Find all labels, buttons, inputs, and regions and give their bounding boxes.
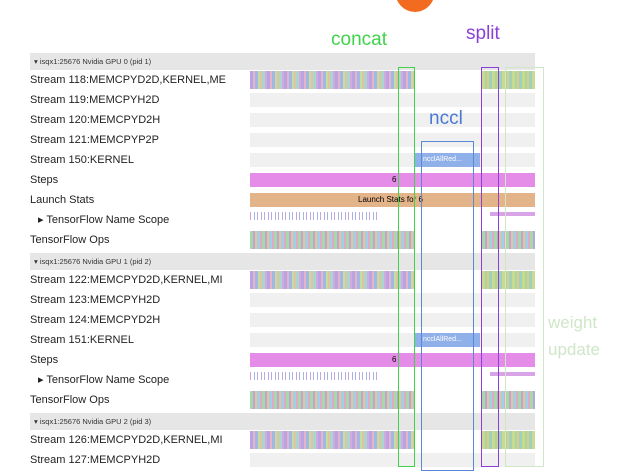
label-text: TensorFlow Ops: [30, 394, 110, 406]
activity: [482, 71, 535, 89]
weight-update-box: [505, 67, 544, 467]
activity: [482, 431, 535, 449]
ops-bar: [482, 231, 535, 249]
nccl-bar: ncclAllRed...: [415, 153, 480, 167]
row-label: Stream 124:MEMCPYD2H: [30, 310, 248, 330]
label-text: Stream 124:MEMCPYD2H: [30, 314, 161, 326]
scope-bar: [250, 372, 380, 380]
row-label: Stream 118:MEMCPYD2D,KERNEL,ME: [30, 70, 248, 90]
activity: [482, 271, 535, 289]
row-label: Stream 123:MEMCPYH2D: [30, 290, 248, 310]
expand-icon[interactable]: ▸: [38, 214, 47, 226]
row-label: Stream 127:MEMCPYH2D: [30, 450, 248, 470]
group-header[interactable]: ▾ isqx1:25676 Nvidia GPU 2 (pid 3): [30, 413, 535, 430]
concat-label: concat: [331, 29, 387, 50]
label-text: Steps: [30, 174, 59, 186]
ops-bar: [250, 391, 415, 409]
label-text: Stream 121:MEMCPYP2P: [30, 134, 159, 146]
row-label: TensorFlow Ops: [30, 230, 248, 250]
group-header[interactable]: ▾ isqx1:25676 Nvidia GPU 0 (pid 1): [30, 53, 535, 70]
row-label: Stream 120:MEMCPYD2H: [30, 110, 248, 130]
row-label: Stream 150:KERNEL: [30, 150, 248, 170]
scope-bar: [490, 212, 535, 216]
label-text: TensorFlow Name Scope: [46, 214, 170, 226]
label-text: Stream 122:MEMCPYD2D,KERNEL,MI: [30, 274, 223, 286]
activity: [250, 71, 415, 89]
scope-bar: [490, 372, 535, 376]
toggle-icon[interactable]: ▾: [34, 257, 40, 266]
row-label[interactable]: ▸ TensorFlow Name Scope: [38, 370, 256, 390]
row-label: Steps: [30, 350, 248, 370]
row-label: TensorFlow Ops: [30, 390, 248, 410]
concat-box: [398, 67, 415, 467]
nccl-box: [421, 141, 474, 471]
row-label: Launch Stats: [30, 190, 248, 210]
label-text: Stream 118:MEMCPYD2D,KERNEL,ME: [30, 74, 227, 86]
row-shade: [250, 133, 535, 147]
label-text: TensorFlow Name Scope: [46, 374, 170, 386]
header-text: isqx1:25676 Nvidia GPU 0 (pid 1): [39, 57, 152, 66]
ops-bar: [482, 391, 535, 409]
header-text: isqx1:25676 Nvidia GPU 1 (pid 2): [39, 257, 152, 266]
label-text: Stream 123:MEMCPYH2D: [30, 294, 161, 306]
row-label: Stream 151:KERNEL: [30, 330, 248, 350]
header-text: isqx1:25676 Nvidia GPU 2 (pid 3): [39, 417, 152, 426]
partial-marker: [395, 0, 435, 12]
split-label: split: [466, 23, 500, 44]
activity: [250, 271, 415, 289]
profiler-page: ▾ isqx1:25676 Nvidia GPU 0 (pid 1) Stream…: [30, 0, 600, 471]
row-shade: [250, 293, 535, 307]
row-label: Stream 122:MEMCPYD2D,KERNEL,MI: [30, 270, 248, 290]
launch-bar: Launch Stats for 6: [250, 193, 535, 207]
label-text: Steps: [30, 354, 59, 366]
row-label: Stream 121:MEMCPYP2P: [30, 130, 248, 150]
row-shade: [250, 113, 535, 127]
label-text: Launch Stats: [30, 194, 95, 206]
label-text: Stream 151:KERNEL: [30, 334, 134, 346]
timeline-panel: ▾ isqx1:25676 Nvidia GPU 0 (pid 1) Stream…: [30, 50, 535, 467]
expand-icon[interactable]: ▸: [38, 374, 47, 386]
row-shade: [250, 93, 535, 107]
label-text: Stream 126:MEMCPYD2D,KERNEL,MI: [30, 434, 223, 446]
nccl-label: nccl: [429, 108, 463, 129]
label-text: TensorFlow Ops: [30, 234, 110, 246]
row-label: Stream 126:MEMCPYD2D,KERNEL,MI: [30, 430, 248, 450]
row-shade: [250, 313, 535, 327]
label-text: Stream 150:KERNEL: [30, 154, 134, 166]
group-header[interactable]: ▾ isqx1:25676 Nvidia GPU 1 (pid 2): [30, 253, 535, 270]
row-label: Steps: [30, 170, 248, 190]
toggle-icon[interactable]: ▾: [34, 417, 40, 426]
row-label: Stream 119:MEMCPYH2D: [30, 90, 248, 110]
weight-update-label: weight: [548, 313, 598, 332]
row-label[interactable]: ▸ TensorFlow Name Scope: [38, 210, 256, 230]
nccl-bar: ncclAllRed...: [415, 333, 480, 347]
toggle-icon[interactable]: ▾: [34, 57, 40, 66]
label-text: Stream 119:MEMCPYH2D: [30, 94, 160, 106]
label-text: Stream 120:MEMCPYD2H: [30, 114, 161, 126]
split-box: [481, 67, 499, 467]
label-text: Stream 127:MEMCPYH2D: [30, 454, 161, 466]
activity: [250, 431, 415, 449]
weight-update-label: update: [548, 340, 600, 359]
scope-bar: [250, 212, 380, 220]
steps-bar: 6: [250, 353, 535, 367]
steps-bar: 6: [250, 173, 535, 187]
ops-bar: [250, 231, 415, 249]
